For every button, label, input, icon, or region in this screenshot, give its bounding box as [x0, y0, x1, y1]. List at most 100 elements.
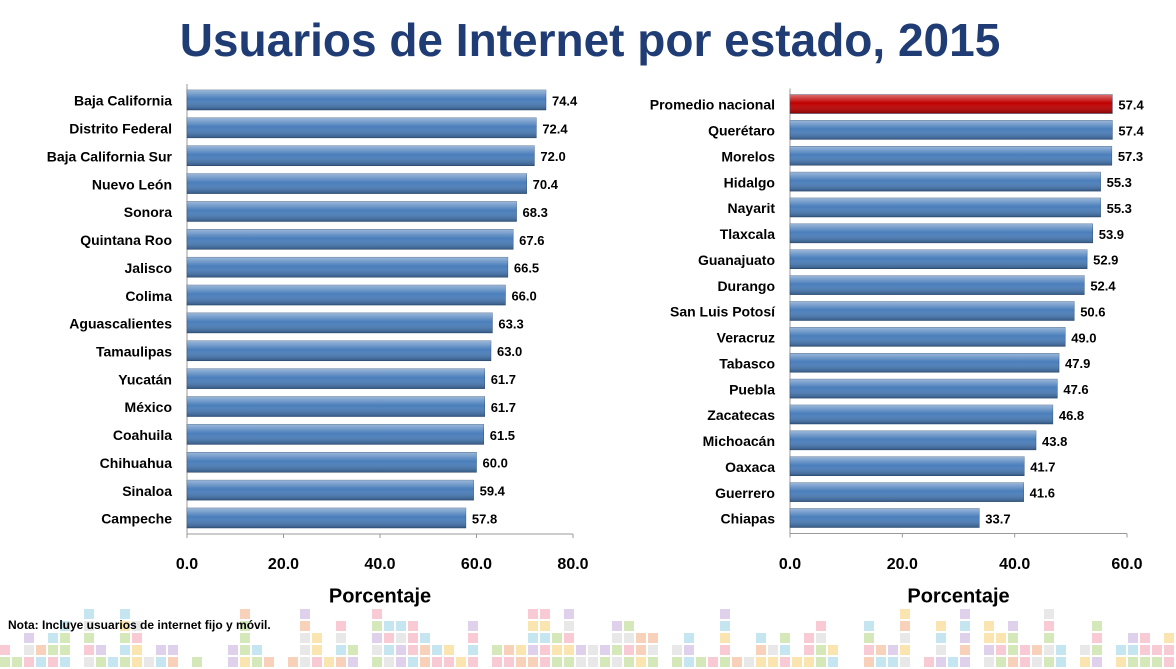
deco-square: [36, 657, 46, 667]
deco-square: [1056, 657, 1066, 667]
deco-square: [1032, 645, 1042, 655]
deco-square: [372, 633, 382, 643]
deco-square: [1116, 645, 1126, 655]
deco-square: [936, 621, 946, 631]
deco-square: [648, 645, 658, 655]
value-label: 59.4: [480, 484, 506, 499]
value-label: 49.0: [1071, 330, 1096, 345]
deco-square: [1164, 657, 1174, 667]
value-label: 57.8: [472, 511, 497, 526]
bar-shade: [187, 397, 485, 417]
deco-square: [1044, 609, 1054, 619]
title: Usuarios de Internet por estado, 2015: [180, 14, 1001, 66]
deco-square: [984, 621, 994, 631]
bar-shade: [790, 224, 1093, 243]
deco-square: [540, 645, 550, 655]
deco-square: [804, 633, 814, 643]
category-label: Campeche: [101, 511, 172, 527]
deco-square: [1056, 645, 1066, 655]
deco-square: [768, 657, 778, 667]
deco-square: [468, 633, 478, 643]
deco-square: [504, 645, 514, 655]
deco-square: [816, 633, 826, 643]
bar-shade: [187, 257, 508, 277]
deco-square: [504, 657, 514, 667]
category-label: Distrito Federal: [69, 121, 172, 137]
deco-square: [300, 657, 310, 667]
deco-square: [996, 657, 1006, 667]
deco-square: [552, 633, 562, 643]
deco-square: [300, 645, 310, 655]
deco-square: [984, 645, 994, 655]
category-label: Hidalgo: [724, 174, 775, 190]
deco-square: [528, 645, 538, 655]
category-label: México: [125, 399, 172, 415]
bar-shade: [790, 198, 1101, 217]
category-label: Tlaxcala: [720, 226, 775, 242]
value-label: 53.9: [1099, 227, 1124, 242]
value-label: 57.4: [1118, 123, 1144, 138]
category-label: Guerrero: [715, 485, 775, 501]
bar-shade: [187, 313, 492, 333]
x-tick-label: 40.0: [364, 556, 395, 573]
x-axis-label: Porcentaje: [329, 585, 431, 607]
deco-square: [1128, 633, 1138, 643]
bar-shade: [790, 431, 1036, 450]
value-label: 50.6: [1080, 304, 1105, 319]
deco-square: [372, 645, 382, 655]
deco-square: [1092, 645, 1102, 655]
category-label: Colima: [125, 288, 172, 304]
deco-square: [96, 645, 106, 655]
deco-square: [1080, 645, 1090, 655]
value-label: 66.5: [514, 261, 539, 276]
deco-square: [948, 657, 958, 667]
deco-square: [84, 657, 94, 667]
deco-square: [672, 657, 682, 667]
deco-square: [324, 657, 334, 667]
deco-square: [1032, 657, 1042, 667]
value-label: 68.3: [523, 205, 548, 220]
deco-square: [120, 633, 130, 643]
deco-square: [588, 657, 598, 667]
deco-square: [384, 657, 394, 667]
deco-square: [960, 621, 970, 631]
category-label: Veracruz: [717, 330, 775, 346]
category-label: Puebla: [729, 381, 775, 397]
deco-square: [612, 633, 622, 643]
deco-square: [624, 645, 634, 655]
deco-square: [780, 645, 790, 655]
deco-square: [864, 621, 874, 631]
bar-shade: [790, 483, 1024, 502]
deco-square: [48, 657, 58, 667]
deco-square: [960, 609, 970, 619]
deco-square: [564, 609, 574, 619]
category-label: Querétaro: [708, 123, 775, 139]
deco-square: [156, 645, 166, 655]
deco-square: [528, 621, 538, 631]
deco-square: [372, 657, 382, 667]
deco-square: [996, 633, 1006, 643]
deco-square: [420, 645, 430, 655]
deco-square: [300, 609, 310, 619]
deco-square: [396, 633, 406, 643]
deco-square: [1152, 645, 1162, 655]
deco-square: [528, 657, 538, 667]
deco-square: [648, 657, 658, 667]
deco-square: [864, 657, 874, 667]
deco-square: [372, 621, 382, 631]
value-label: 52.9: [1093, 253, 1118, 268]
deco-square: [408, 621, 418, 631]
category-label: Nuevo León: [92, 176, 172, 192]
deco-square: [1008, 657, 1018, 667]
deco-square: [228, 645, 238, 655]
category-label: Michoacán: [703, 433, 775, 449]
deco-square: [624, 621, 634, 631]
bar-shade: [187, 369, 485, 389]
deco-square: [816, 657, 826, 667]
deco-square: [60, 657, 70, 667]
deco-square: [756, 645, 766, 655]
deco-square: [828, 657, 838, 667]
deco-square: [0, 645, 10, 655]
deco-square: [996, 645, 1006, 655]
bar-shade: [187, 229, 513, 249]
